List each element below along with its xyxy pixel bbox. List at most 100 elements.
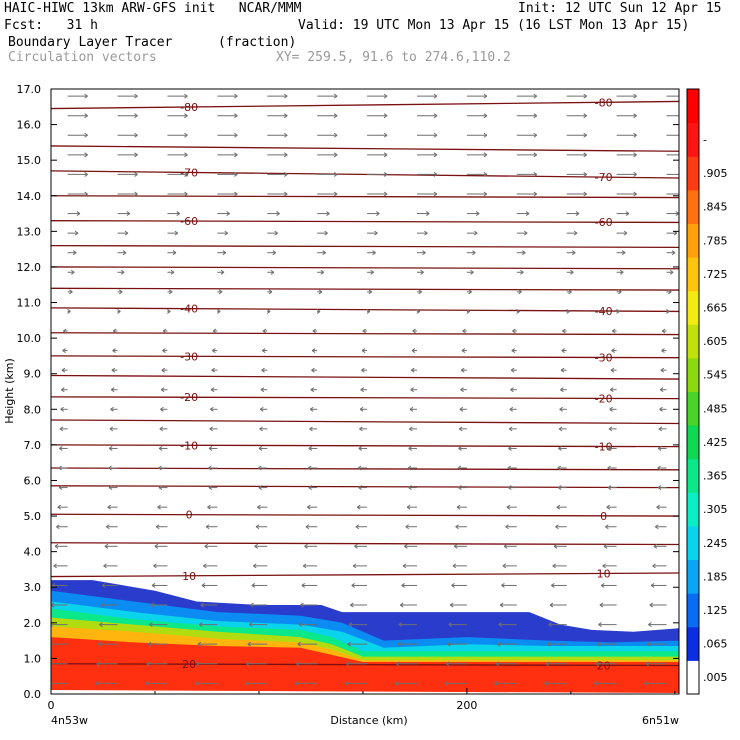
vector-head bbox=[553, 543, 558, 549]
vector-head bbox=[361, 348, 366, 353]
vector-head bbox=[383, 132, 388, 138]
vectors-label: Circulation vectors bbox=[8, 50, 157, 65]
vector-head bbox=[333, 152, 338, 158]
vector-head bbox=[395, 661, 400, 667]
vector-head bbox=[250, 602, 254, 608]
vector-head bbox=[633, 113, 637, 119]
vector-head bbox=[184, 113, 188, 119]
vector-head bbox=[266, 309, 271, 314]
vector-head bbox=[268, 289, 273, 295]
vector-head bbox=[583, 93, 587, 99]
vector-head bbox=[354, 543, 358, 549]
temperature-contour-label: -10 bbox=[180, 439, 198, 452]
vector-head bbox=[649, 602, 654, 608]
vector-head bbox=[158, 485, 163, 491]
vector-head bbox=[453, 543, 458, 549]
vector-head bbox=[475, 211, 480, 216]
vector-head bbox=[100, 602, 105, 608]
temperature-contour-8 bbox=[51, 307, 679, 313]
vector-head bbox=[398, 622, 403, 628]
vector-head bbox=[447, 641, 451, 647]
vector-head bbox=[499, 602, 504, 608]
vector-head bbox=[84, 132, 88, 138]
colorbar-swatch bbox=[687, 458, 699, 493]
vector-head bbox=[109, 426, 114, 432]
vector-head bbox=[424, 230, 428, 236]
y-tick-label: 10.0 bbox=[17, 332, 42, 345]
vector-head bbox=[497, 641, 501, 647]
vector-head bbox=[333, 113, 338, 119]
vector-head bbox=[258, 465, 262, 471]
vector-head bbox=[416, 309, 421, 314]
vector-head bbox=[583, 132, 587, 138]
vector-head bbox=[560, 387, 564, 393]
vector-head bbox=[112, 328, 117, 334]
vector-head bbox=[226, 211, 230, 216]
vector-head bbox=[533, 113, 538, 119]
vector-head bbox=[153, 563, 157, 569]
vector-head bbox=[623, 230, 628, 236]
y-tick-label: 13.0 bbox=[17, 225, 42, 238]
vector-head bbox=[134, 171, 138, 177]
vector-head bbox=[507, 465, 512, 471]
field-name: Boundary Layer Tracer bbox=[8, 35, 173, 50]
y-tick-label: 5.0 bbox=[24, 510, 42, 523]
vector-head bbox=[322, 250, 326, 256]
vector-head bbox=[460, 387, 464, 393]
vector-head bbox=[460, 367, 465, 373]
vector-head bbox=[283, 93, 288, 99]
vector-head bbox=[310, 387, 315, 393]
vector-head bbox=[508, 446, 512, 451]
vector-head bbox=[101, 583, 106, 588]
colorbar-swatch bbox=[687, 525, 699, 561]
temperature-contour-label: -40 bbox=[595, 305, 613, 318]
vector-head bbox=[468, 289, 472, 295]
vector-head bbox=[170, 269, 175, 275]
vector-head bbox=[106, 524, 110, 530]
vector-head bbox=[402, 563, 407, 569]
colorbar-swatch bbox=[687, 189, 699, 224]
vector-head bbox=[84, 191, 88, 197]
vector-head bbox=[409, 406, 414, 412]
vector-head bbox=[358, 446, 363, 451]
vector-head bbox=[58, 485, 63, 491]
vector-head bbox=[119, 289, 123, 295]
vector-head bbox=[455, 524, 459, 530]
vector-head bbox=[158, 446, 163, 451]
vector-head bbox=[522, 250, 526, 256]
vector-head bbox=[508, 485, 512, 491]
vector-head bbox=[558, 426, 563, 432]
vector-head bbox=[157, 504, 161, 510]
vector-head bbox=[222, 250, 227, 256]
vector-head bbox=[162, 348, 166, 353]
colorbar-label: .365 bbox=[703, 470, 728, 483]
vector-head bbox=[368, 289, 373, 295]
vector-head bbox=[99, 622, 103, 628]
temperature-contour-label: -40 bbox=[180, 303, 198, 316]
vector-head bbox=[212, 348, 216, 353]
temperature-contour-16 bbox=[51, 485, 679, 489]
vector-head bbox=[656, 504, 660, 510]
colorbar-swatch bbox=[687, 391, 699, 426]
vector-head bbox=[247, 641, 252, 647]
vector-head bbox=[274, 230, 278, 236]
vector-head bbox=[533, 191, 538, 197]
vector-head bbox=[566, 309, 570, 314]
vector-head bbox=[633, 191, 637, 197]
vector-head bbox=[304, 543, 308, 549]
vector-head bbox=[583, 152, 587, 158]
vector-head bbox=[684, 192, 687, 196]
vector-head bbox=[410, 387, 414, 393]
vector-head bbox=[657, 465, 661, 471]
vector-head bbox=[61, 387, 65, 393]
vector-head bbox=[84, 152, 88, 158]
vector-head bbox=[311, 348, 316, 353]
vector-head bbox=[200, 602, 204, 608]
vector-head bbox=[333, 191, 338, 197]
colorbar-label: .725 bbox=[703, 268, 728, 281]
vector-head bbox=[258, 446, 263, 451]
vector-head bbox=[462, 328, 466, 334]
colorbar-label: .305 bbox=[703, 503, 728, 516]
vector-head bbox=[103, 563, 107, 569]
vector-head bbox=[558, 446, 562, 451]
